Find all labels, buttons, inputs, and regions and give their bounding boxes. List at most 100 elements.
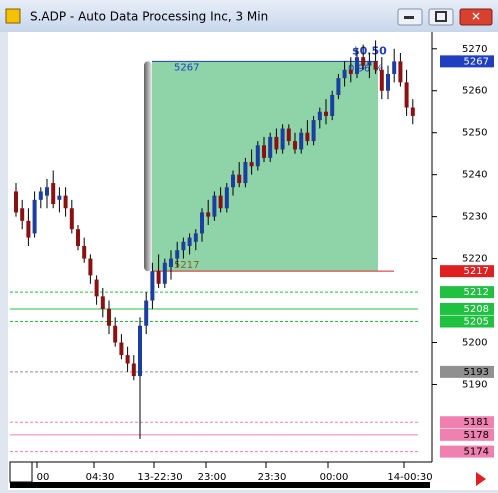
candle-body — [342, 69, 347, 79]
y-tick-label: 5250 — [462, 128, 487, 139]
y-tick-label: 5200 — [462, 338, 487, 349]
candle-body — [162, 262, 167, 284]
y-tick-label: 5220 — [462, 254, 487, 265]
candle-body — [293, 141, 297, 150]
candle-body — [181, 241, 186, 251]
y-tick-label: 5240 — [462, 170, 487, 181]
candle-body — [317, 111, 322, 121]
level-tag-label: 5193 — [464, 367, 489, 378]
candle-body — [107, 308, 111, 326]
level-tag — [440, 286, 494, 299]
level-tag — [440, 315, 494, 328]
box-change-pct: 0.96 % — [348, 63, 383, 74]
candle-body — [63, 195, 68, 209]
candle-body — [175, 250, 180, 259]
plot: 5267 5217 $0.50 0.96 % 5270 5260 5250 5240 5230 5… — [10, 40, 494, 483]
candle-body — [94, 279, 99, 297]
candle-body — [156, 271, 161, 284]
candle-body — [138, 325, 142, 377]
x-tick-label: 00:00 — [320, 472, 349, 483]
candle-body — [355, 57, 359, 74]
scrollbar[interactable] — [10, 482, 430, 488]
candle-body — [69, 208, 74, 230]
level-tag — [440, 55, 494, 68]
candle-body — [255, 145, 260, 167]
candle-body — [311, 120, 316, 142]
candle-body — [57, 195, 62, 200]
candle-body — [299, 132, 304, 150]
candle-body — [373, 61, 378, 70]
candle-body — [169, 258, 173, 267]
candle-body — [26, 220, 31, 238]
scroll-right-arrow[interactable] — [476, 472, 486, 486]
x-tick-label: 00 — [37, 472, 50, 483]
candle-body — [324, 111, 328, 116]
candle-body — [119, 342, 124, 356]
candle-body — [280, 128, 285, 150]
x-tick-label: 13-22:30 — [137, 472, 182, 483]
candle-body — [392, 61, 397, 74]
candle-body — [144, 300, 149, 326]
candle-body — [38, 191, 43, 200]
level-tag-label: 5208 — [464, 304, 489, 315]
candle-body — [330, 94, 335, 116]
candle-body — [286, 128, 291, 142]
candle-body — [262, 145, 266, 158]
minimize-icon — [404, 16, 414, 19]
level-tag — [440, 445, 494, 458]
candle-body — [82, 246, 87, 259]
box-change: $0.50 — [352, 44, 387, 57]
close-icon: ✕ — [471, 10, 481, 24]
candle-body — [20, 208, 25, 221]
box-bottom-label: 5217 — [174, 260, 199, 271]
box-top-label: 5267 — [174, 62, 199, 73]
candle-body — [45, 187, 49, 196]
candle-body — [231, 174, 235, 188]
y-tick-label: 5230 — [462, 212, 487, 223]
candle-body — [88, 258, 93, 276]
level-tag-label: 5174 — [464, 447, 489, 458]
scroll-thumb[interactable] — [9, 461, 33, 483]
level-tag-label: 5267 — [464, 56, 489, 67]
candle-body — [193, 233, 198, 242]
candle-body — [200, 212, 204, 234]
level-tag-label: 5178 — [464, 430, 489, 441]
box-shadow — [144, 61, 152, 272]
candle-body — [14, 191, 18, 213]
candle-body — [187, 237, 192, 246]
level-tag-label: 5212 — [464, 287, 489, 298]
x-tick-label: 23:00 — [198, 472, 227, 483]
candle-body — [305, 132, 310, 142]
app-icon — [5, 8, 21, 24]
x-tick-label: 04:30 — [86, 472, 115, 483]
candle-body — [224, 187, 229, 209]
candle-body — [268, 136, 273, 158]
candle-body — [398, 61, 403, 83]
y-tick-label: 5190 — [462, 379, 487, 390]
candle-body — [348, 69, 353, 74]
window-title: S.ADP - Auto Data Processing Inc, 3 Min — [30, 10, 268, 24]
candle-body — [237, 174, 242, 184]
x-tick-label: 14-00:30 — [387, 472, 432, 483]
maximize-icon — [435, 11, 447, 22]
level-tag — [440, 416, 494, 429]
candle-body — [336, 78, 341, 95]
level-tag-label: 5217 — [464, 266, 489, 277]
candle-body — [404, 82, 409, 108]
candle-body — [410, 107, 415, 116]
candle-body — [274, 136, 279, 150]
level-tag-label: 5181 — [464, 417, 489, 428]
candle-body — [361, 57, 366, 66]
candle-body — [100, 296, 105, 309]
candle-body — [51, 183, 56, 205]
level-tag — [440, 365, 494, 378]
candle-body — [243, 162, 248, 184]
y-tick-label: 5270 — [462, 44, 487, 55]
level-tag — [440, 428, 494, 441]
candle-body — [113, 325, 118, 343]
candle-body — [212, 195, 217, 217]
x-tick-label: 23:30 — [258, 472, 287, 483]
candle-body — [386, 73, 390, 91]
close-button[interactable] — [459, 8, 493, 26]
